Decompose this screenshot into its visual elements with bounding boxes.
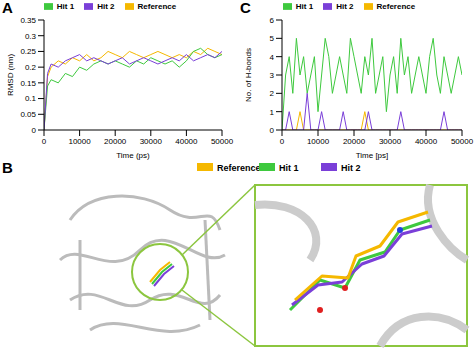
- svg-text:30000: 30000: [379, 137, 402, 146]
- svg-text:0: 0: [280, 137, 285, 146]
- svg-text:Hit 1: Hit 1: [279, 163, 299, 173]
- svg-text:1: 1: [270, 108, 275, 117]
- html-text:Hit 2: Hit 2: [97, 2, 115, 11]
- svg-text:50000: 50000: [451, 137, 474, 146]
- html-text:Hit 1: Hit 1: [295, 2, 314, 11]
- svg-text:0.2: 0.2: [25, 63, 37, 72]
- svg-text:20000: 20000: [104, 137, 127, 146]
- svg-text:0.25: 0.25: [20, 47, 36, 56]
- svg-text:3: 3: [270, 71, 275, 80]
- svg-text:5: 5: [270, 34, 275, 43]
- svg-text:40000: 40000: [175, 137, 198, 146]
- svg-text:40000: 40000: [415, 137, 438, 146]
- svg-text:0: 0: [270, 126, 275, 135]
- svg-text:0.15: 0.15: [20, 79, 36, 88]
- svg-text:Hit 2: Hit 2: [341, 163, 361, 173]
- html-text:A: A: [2, 0, 13, 16]
- svg-text:0.1: 0.1: [25, 94, 37, 103]
- html-text:Reference: Reference: [376, 2, 416, 11]
- svg-text:No. of H-bonds: No. of H-bonds: [244, 48, 253, 102]
- svg-text:10000: 10000: [68, 137, 91, 146]
- svg-text:RMSD (nm): RMSD (nm): [6, 54, 15, 97]
- html-text:C: C: [240, 0, 251, 16]
- svg-text:6: 6: [270, 16, 275, 25]
- svg-text:30000: 30000: [140, 137, 163, 146]
- svg-text:50000: 50000: [211, 137, 234, 146]
- svg-text:Reference: Reference: [217, 163, 261, 173]
- html-text:B: B: [2, 159, 13, 176]
- svg-text:10000: 10000: [307, 137, 330, 146]
- svg-text:Time [ps]: Time [ps]: [356, 151, 389, 160]
- svg-text:2: 2: [270, 89, 275, 98]
- svg-text:Time (ps): Time (ps): [116, 151, 150, 160]
- html-text:Hit 1: Hit 1: [56, 2, 75, 11]
- svg-text:20000: 20000: [343, 137, 366, 146]
- html-text:Reference: Reference: [137, 2, 177, 11]
- svg-text:0: 0: [42, 137, 47, 146]
- svg-text:0.3: 0.3: [25, 32, 37, 41]
- svg-text:0.35: 0.35: [20, 16, 36, 25]
- svg-text:0: 0: [32, 126, 37, 135]
- html-text:Hit 2: Hit 2: [336, 2, 354, 11]
- svg-text:0.05: 0.05: [20, 110, 36, 119]
- svg-text:4: 4: [270, 53, 275, 62]
